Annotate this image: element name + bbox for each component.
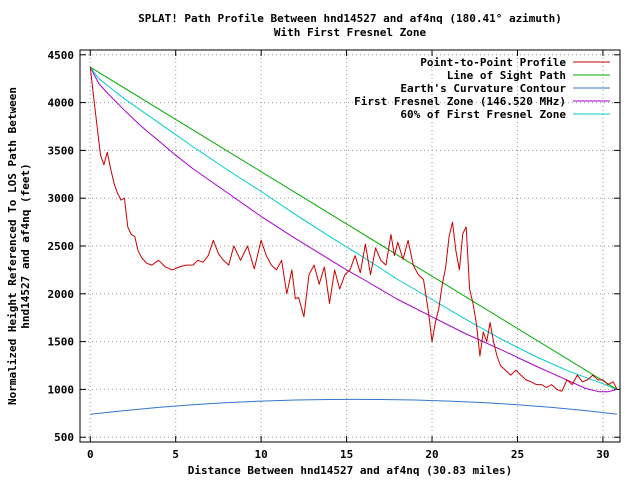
series-line-earth-s-curvature-contour [90, 398, 618, 415]
legend-label: 60% of First Fresnel Zone [400, 108, 566, 121]
legend-label: Line of Sight Path [447, 69, 566, 82]
x-tick-label: 0 [87, 448, 94, 461]
y-tick-label: 500 [54, 431, 74, 444]
x-tick-label: 20 [425, 448, 438, 461]
legend-label: First Fresnel Zone (146.520 MHz) [354, 95, 566, 108]
x-axis-label: Distance Between hnd14527 and af4nq (30.… [188, 464, 513, 477]
y-axis-label-line2: hnd14527 and af4nq (feet) [19, 163, 32, 329]
grid-lines [80, 50, 620, 442]
chart-title-line1: SPLAT! Path Profile Between hnd14527 and… [138, 12, 562, 25]
x-tick-label: 25 [511, 448, 524, 461]
y-axis-label-line1: Normalized Height Referenced To LOS Path… [6, 87, 19, 405]
chart-title-line2: With First Fresnel Zone [274, 26, 427, 39]
y-tick-label: 1000 [48, 383, 75, 396]
x-tick-label: 15 [340, 448, 353, 461]
y-tick-label: 4500 [48, 49, 75, 62]
series-line-line-of-sight-path [90, 66, 618, 390]
legend-label: Point-to-Point Profile [420, 56, 566, 69]
y-tick-label: 1500 [48, 336, 75, 349]
y-tick-label: 3500 [48, 144, 75, 157]
x-tick-label: 30 [596, 448, 609, 461]
y-tick-label: 4000 [48, 97, 75, 110]
x-tick-label: 10 [255, 448, 268, 461]
data-series [89, 66, 618, 415]
y-tick-label: 3000 [48, 192, 75, 205]
x-tick-label: 5 [172, 448, 179, 461]
series-line-60-of-first-fresnel-zone [89, 66, 618, 390]
series-line-point-to-point-profile [89, 67, 618, 392]
y-tick-label: 2500 [48, 240, 75, 253]
plot-frame [79, 49, 621, 443]
y-tick-label: 2000 [48, 288, 75, 301]
legend-label: Earth's Curvature Contour [400, 82, 566, 95]
axis-ticks: 0 5 10 15 20 25 30 500 1000 1500 2000 2500 3000 3500 4… [48, 49, 620, 461]
